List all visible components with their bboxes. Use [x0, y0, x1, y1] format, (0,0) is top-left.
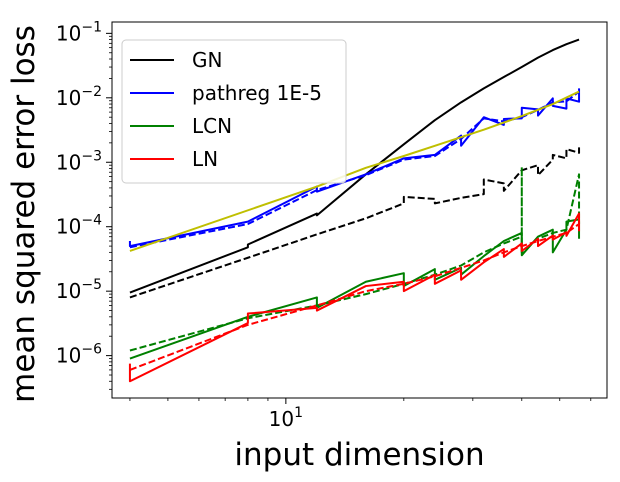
legend-label: LN	[192, 147, 218, 171]
y-tick-label: 10−4	[56, 213, 102, 239]
series-line-lcn	[129, 218, 581, 360]
series-line-pathreg-1e-5	[128, 88, 581, 248]
legend-label: LCN	[192, 114, 232, 138]
x-tick-label: 101	[269, 405, 303, 431]
x-axis-title: input dimension	[234, 437, 484, 473]
plot-area-frame	[111, 21, 608, 399]
y-tick-label: 10−6	[56, 342, 102, 368]
series-line-ln	[128, 212, 581, 383]
y-tick-label: 10−2	[56, 84, 102, 110]
series-layer	[128, 38, 581, 383]
ticks-layer: 10−6 10−5 10−4 10−3 10−2 10−1 101	[56, 19, 592, 431]
y-axis-title: mean squared error loss	[6, 25, 42, 403]
series-line-lcn-dashed	[129, 165, 581, 352]
legend-frame	[121, 39, 347, 184]
y-tick-label: 10−1	[56, 19, 102, 45]
series-line-ln-dashed	[129, 223, 580, 371]
y-tick-label: 10−5	[56, 277, 102, 303]
series-line-pathreg-1e-5-dashed	[129, 90, 580, 249]
legend-label: GN	[192, 48, 222, 72]
series-line-gn-dashed	[129, 147, 581, 299]
legend-label: pathreg 1E-5	[192, 81, 322, 105]
series-line-gn	[129, 38, 580, 294]
y-tick-label: 10−3	[56, 148, 102, 174]
legend: GN pathreg 1E-5 LCN LN	[121, 39, 347, 184]
